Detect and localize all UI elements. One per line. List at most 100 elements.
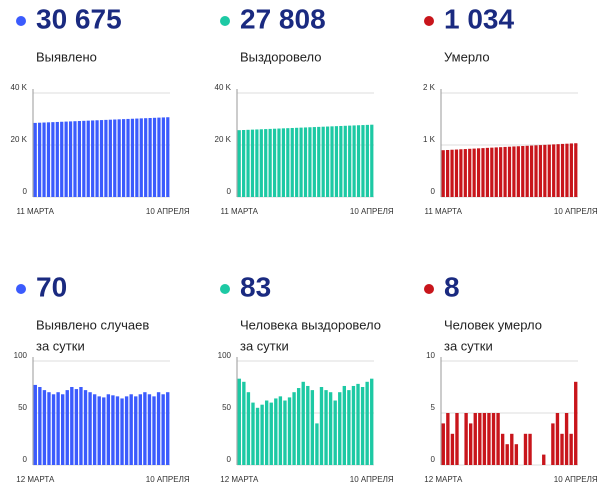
bar bbox=[86, 120, 90, 197]
bar bbox=[370, 378, 374, 465]
bar bbox=[104, 119, 108, 197]
bar bbox=[503, 146, 507, 197]
bar bbox=[339, 125, 343, 197]
bar bbox=[500, 433, 505, 465]
bar bbox=[91, 120, 95, 197]
bar bbox=[265, 400, 269, 465]
y-tick-label: 50 bbox=[18, 403, 27, 412]
y-tick-label: 50 bbox=[222, 403, 231, 412]
bar bbox=[106, 394, 111, 465]
bar bbox=[450, 433, 455, 465]
bar bbox=[481, 148, 485, 197]
bar bbox=[157, 117, 161, 197]
bar bbox=[111, 395, 115, 465]
y-tick-label: 1 K bbox=[423, 135, 436, 144]
bar bbox=[338, 392, 342, 465]
bar bbox=[325, 126, 330, 197]
bar bbox=[99, 120, 104, 197]
bar bbox=[499, 147, 503, 197]
bar bbox=[491, 413, 496, 465]
bar bbox=[47, 392, 51, 465]
bar bbox=[281, 128, 286, 197]
x-tick-label: 11 МАРТА bbox=[220, 207, 258, 216]
total-value: 8 bbox=[444, 271, 460, 302]
bar bbox=[521, 145, 525, 197]
bar bbox=[237, 378, 241, 465]
bar bbox=[156, 392, 161, 465]
bar bbox=[113, 119, 117, 197]
bar bbox=[51, 394, 56, 465]
bar bbox=[463, 149, 467, 197]
bar bbox=[115, 396, 120, 465]
bar bbox=[246, 392, 251, 465]
legend-dot bbox=[424, 16, 434, 26]
bar bbox=[523, 433, 528, 465]
y-tick-label: 0 bbox=[23, 187, 28, 196]
x-tick-label: 10 АПРЕЛЯ bbox=[350, 475, 394, 484]
bar bbox=[356, 383, 360, 465]
bar bbox=[476, 148, 481, 197]
bar bbox=[565, 143, 569, 197]
bar bbox=[552, 144, 556, 197]
bar bbox=[95, 120, 99, 197]
total-value: 27 808 bbox=[240, 3, 326, 34]
bar bbox=[330, 126, 334, 197]
bar bbox=[365, 381, 369, 465]
bar bbox=[242, 381, 246, 465]
bar bbox=[42, 122, 46, 197]
bar bbox=[135, 118, 139, 197]
bar bbox=[510, 433, 514, 465]
bar bbox=[446, 149, 450, 197]
bar bbox=[82, 120, 86, 197]
bar bbox=[551, 423, 555, 465]
bar bbox=[490, 147, 494, 197]
legend-dot bbox=[16, 16, 26, 26]
bar bbox=[124, 396, 129, 465]
bar bbox=[454, 149, 459, 197]
bar bbox=[319, 387, 324, 465]
bar bbox=[277, 128, 281, 197]
y-tick-label: 100 bbox=[14, 351, 28, 360]
bar bbox=[255, 129, 259, 197]
y-tick-label: 0 bbox=[227, 455, 232, 464]
bar bbox=[516, 146, 520, 197]
bar bbox=[365, 124, 369, 197]
bar bbox=[272, 128, 277, 197]
bar bbox=[360, 387, 365, 465]
total-value: 83 bbox=[240, 271, 271, 302]
bar bbox=[356, 125, 361, 197]
bar bbox=[108, 119, 112, 197]
metric-label: за сутки bbox=[444, 338, 493, 353]
metric-label: за сутки bbox=[36, 338, 85, 353]
bar bbox=[120, 398, 124, 465]
bar bbox=[56, 392, 60, 465]
bar bbox=[324, 390, 328, 465]
bar bbox=[126, 118, 130, 197]
bar bbox=[328, 392, 333, 465]
bar bbox=[166, 392, 170, 465]
bar bbox=[505, 444, 509, 465]
bar bbox=[529, 145, 534, 197]
bar bbox=[574, 381, 578, 465]
bar bbox=[507, 146, 512, 197]
bar bbox=[310, 390, 315, 465]
total-value: 30 675 bbox=[36, 3, 122, 34]
x-tick-label: 10 АПРЕЛЯ bbox=[554, 475, 598, 484]
metric-label: Выздоровело bbox=[240, 49, 322, 64]
bar bbox=[130, 118, 135, 197]
bar bbox=[255, 407, 260, 465]
bar bbox=[143, 392, 147, 465]
bar bbox=[121, 119, 126, 197]
bar bbox=[560, 143, 565, 197]
bar bbox=[343, 125, 347, 197]
bar bbox=[70, 387, 74, 465]
bar bbox=[286, 128, 290, 197]
x-tick-label: 10 АПРЕЛЯ bbox=[146, 475, 190, 484]
bar bbox=[60, 121, 64, 197]
bar bbox=[342, 385, 346, 465]
bar bbox=[485, 147, 490, 197]
bar bbox=[321, 126, 325, 197]
bar bbox=[79, 387, 83, 465]
bar bbox=[152, 396, 156, 465]
bar bbox=[569, 143, 573, 197]
